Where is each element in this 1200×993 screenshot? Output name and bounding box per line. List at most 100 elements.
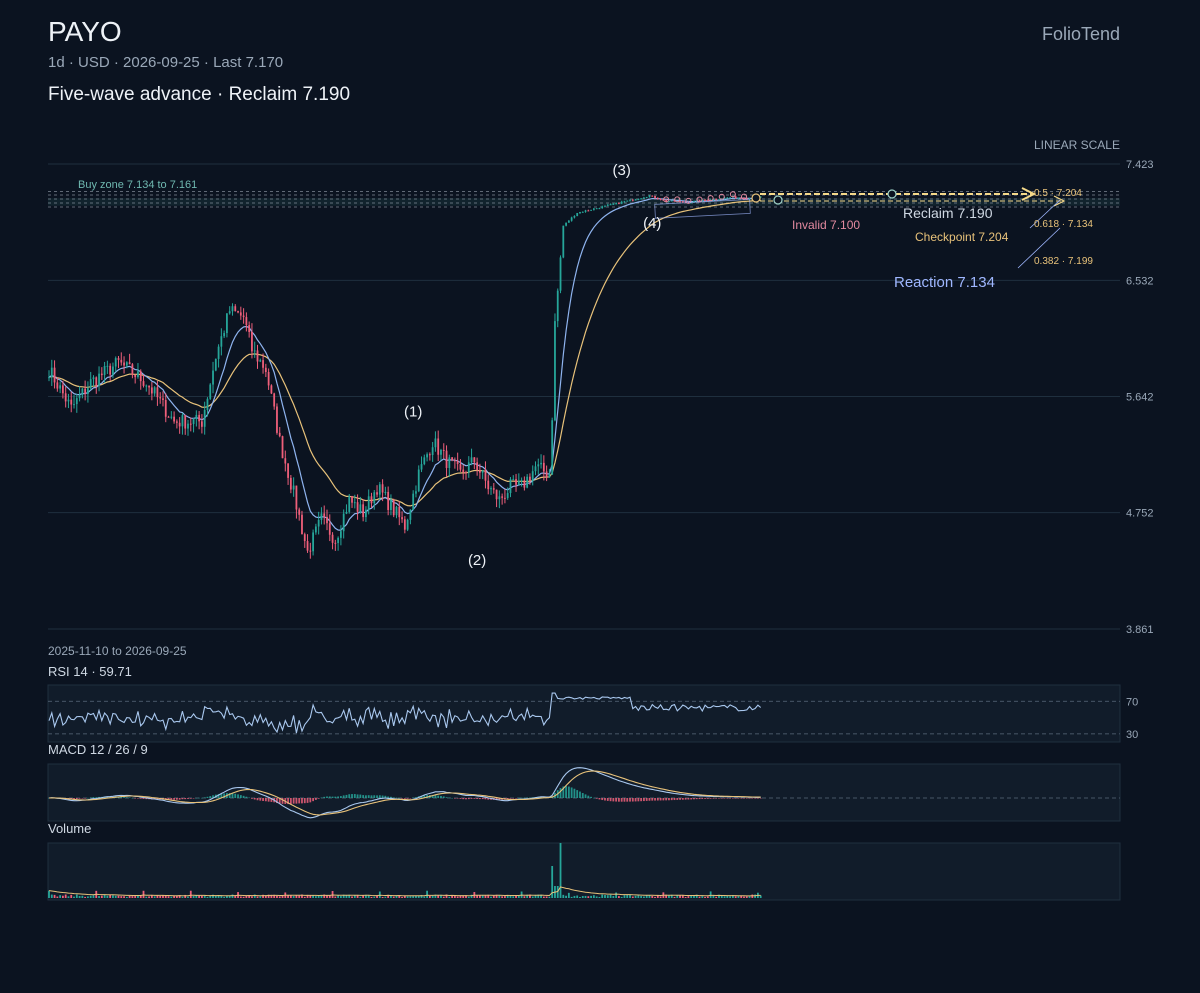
macd-histogram-bar: [726, 798, 729, 799]
candle-body: [270, 385, 273, 394]
volume-bar: [631, 896, 634, 898]
volume-bar: [156, 895, 159, 898]
volume-panel: [47, 842, 1121, 901]
volume-bar: [423, 896, 426, 898]
volume-bar: [309, 895, 312, 898]
candle-body: [384, 491, 387, 493]
candle-body: [184, 415, 187, 429]
volume-bar: [198, 895, 201, 898]
volume-bar: [504, 896, 506, 898]
candle-body: [328, 523, 331, 535]
macd-histogram-bar: [95, 797, 98, 798]
macd-histogram-bar: [78, 798, 81, 799]
volume-bar: [195, 895, 198, 898]
volume-bar: [523, 896, 526, 898]
macd-histogram-bar: [264, 798, 267, 802]
macd-histogram-bar: [387, 796, 390, 798]
volume-bar: [87, 896, 89, 898]
target-marker: [773, 195, 783, 205]
candle-body: [615, 202, 618, 204]
macd-histogram-bar: [637, 798, 640, 802]
volume-bar: [723, 896, 726, 898]
candle-body: [390, 500, 392, 511]
target-marker: [751, 193, 761, 203]
volume-bar: [606, 895, 609, 898]
candle-body: [595, 208, 598, 210]
candle-body: [723, 197, 726, 199]
volume-bar: [684, 896, 687, 898]
volume-bar: [359, 896, 362, 898]
macd-histogram-bar: [623, 798, 626, 802]
candle-body: [334, 542, 337, 544]
volume-bar: [754, 894, 757, 898]
candle-body: [292, 485, 295, 490]
volume-bar: [598, 896, 601, 898]
macd-histogram-bar: [517, 797, 520, 799]
volume-bar: [70, 894, 73, 898]
volume-bar: [645, 895, 648, 898]
candle-body: [245, 317, 248, 326]
volume-bar: [726, 895, 729, 898]
volume-bar: [651, 895, 654, 898]
macd-histogram-bar: [668, 798, 670, 801]
macd-histogram-bar: [231, 793, 234, 798]
macd-histogram-bar: [228, 793, 231, 798]
candle-body: [256, 350, 259, 362]
volume-bar: [529, 894, 531, 898]
macd-histogram-bar: [395, 797, 398, 799]
volume-bar: [706, 896, 709, 898]
macd-histogram-bar: [348, 794, 351, 798]
volume-bar: [415, 895, 417, 898]
candle-body: [365, 509, 367, 518]
volume-bar: [487, 894, 490, 898]
volume-bar: [142, 890, 145, 898]
macd-histogram-bar: [356, 794, 359, 798]
volume-bar: [298, 895, 301, 898]
candle-body: [95, 377, 98, 386]
candle-body: [556, 290, 559, 322]
candle-body: [509, 479, 512, 494]
candle-body: [748, 198, 751, 200]
volume-bar: [259, 896, 262, 898]
macd-histogram-bar: [598, 798, 601, 800]
volume-bar: [609, 894, 612, 898]
candle-body: [264, 367, 267, 373]
candle-body: [128, 362, 131, 365]
candle-body: [551, 420, 554, 475]
macd-histogram-bar: [351, 794, 353, 798]
macd-histogram-bar: [317, 798, 320, 799]
candle-body: [106, 365, 109, 367]
volume-bar: [453, 896, 456, 898]
volume-bar: [492, 895, 495, 898]
candle-body: [78, 395, 81, 399]
volume-bar: [387, 894, 390, 898]
y-tick-label: 7.423: [1126, 159, 1154, 171]
volume-bar: [420, 894, 423, 898]
volume-bar: [384, 896, 387, 898]
candle-body: [201, 421, 203, 427]
candle-body: [348, 496, 351, 512]
signal-marker: [685, 197, 692, 204]
macd-histogram-bar: [92, 797, 95, 798]
macd-histogram-bar: [384, 795, 387, 798]
volume-bar: [470, 894, 473, 898]
macd-histogram-bar: [465, 798, 467, 800]
candle-body: [417, 469, 420, 492]
candle-body: [123, 362, 125, 366]
volume-bar: [270, 894, 273, 898]
macd-histogram-bar: [656, 798, 659, 801]
volume-bar: [81, 895, 84, 898]
volume-bar: [715, 896, 718, 898]
candle-body: [253, 350, 256, 352]
volume-bar: [320, 894, 323, 898]
macd-histogram-bar: [651, 798, 654, 801]
candle-body: [451, 457, 453, 461]
candle-body: [178, 422, 181, 427]
candle-body: [48, 377, 50, 379]
candle-body: [515, 479, 517, 485]
volume-bar: [437, 895, 440, 898]
candle-body: [167, 416, 170, 418]
candle-body: [87, 388, 89, 394]
candle-body: [423, 457, 426, 465]
candle-body: [398, 506, 401, 518]
